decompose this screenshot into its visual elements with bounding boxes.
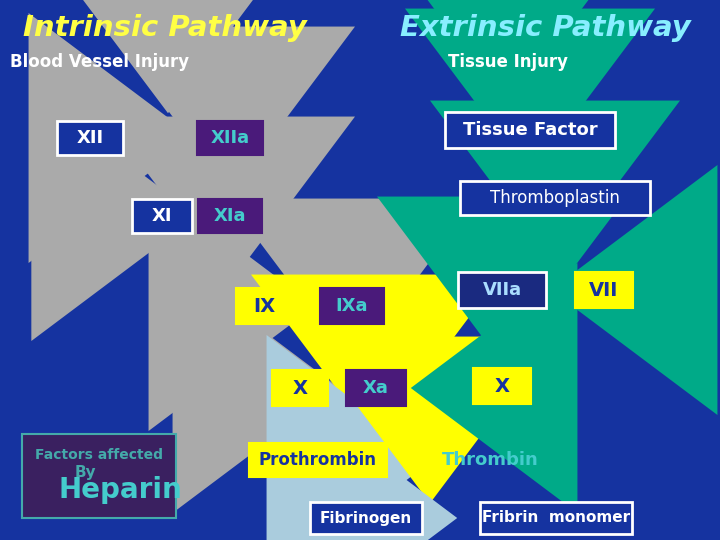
FancyBboxPatch shape	[445, 112, 615, 148]
Text: Thromboplastin: Thromboplastin	[490, 189, 620, 207]
FancyBboxPatch shape	[480, 502, 632, 534]
FancyBboxPatch shape	[346, 370, 406, 406]
Text: Factors affected: Factors affected	[35, 448, 163, 462]
Text: IX: IX	[253, 296, 275, 315]
FancyBboxPatch shape	[575, 272, 633, 308]
FancyBboxPatch shape	[57, 121, 123, 155]
Text: Tissue Factor: Tissue Factor	[463, 121, 598, 139]
Text: Intrinsic Pathway: Intrinsic Pathway	[23, 14, 307, 42]
Text: XIIa: XIIa	[210, 129, 250, 147]
Text: Xa: Xa	[363, 379, 389, 397]
Text: VIIa: VIIa	[482, 281, 521, 299]
FancyBboxPatch shape	[249, 443, 387, 477]
FancyBboxPatch shape	[132, 199, 192, 233]
Text: Tissue Injury: Tissue Injury	[448, 53, 568, 71]
Text: X: X	[292, 379, 307, 397]
Text: Fribrin  monomer: Fribrin monomer	[482, 510, 630, 525]
Text: Prothrombin: Prothrombin	[259, 451, 377, 469]
Text: Extrinsic Pathway: Extrinsic Pathway	[400, 14, 690, 42]
Text: XII: XII	[76, 129, 104, 147]
Text: By: By	[74, 464, 96, 480]
Text: XIa: XIa	[214, 207, 246, 225]
FancyBboxPatch shape	[310, 502, 422, 534]
Text: Blood Vessel Injury: Blood Vessel Injury	[10, 53, 189, 71]
Text: IXa: IXa	[336, 297, 368, 315]
Text: Fibrinogen: Fibrinogen	[320, 510, 412, 525]
Text: VII: VII	[589, 280, 618, 300]
Text: Thrombin: Thrombin	[441, 451, 539, 469]
FancyBboxPatch shape	[22, 434, 176, 518]
Text: XI: XI	[152, 207, 172, 225]
FancyBboxPatch shape	[320, 288, 384, 324]
FancyBboxPatch shape	[473, 368, 531, 404]
Text: X: X	[495, 376, 510, 395]
FancyBboxPatch shape	[198, 199, 262, 233]
Text: Heparin: Heparin	[58, 476, 182, 504]
FancyBboxPatch shape	[458, 272, 546, 308]
FancyBboxPatch shape	[460, 181, 650, 215]
FancyBboxPatch shape	[236, 288, 292, 324]
FancyBboxPatch shape	[197, 121, 263, 155]
FancyBboxPatch shape	[272, 370, 328, 406]
